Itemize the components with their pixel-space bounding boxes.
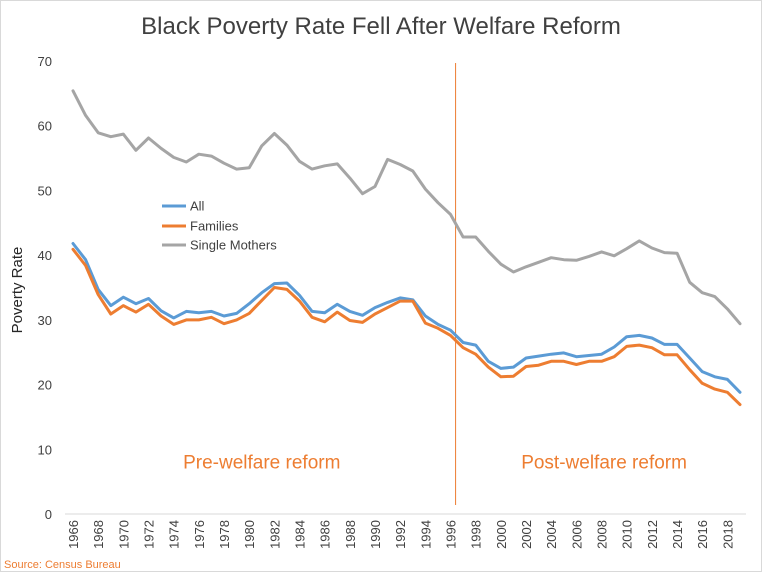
x-tick-label: 1982 [267,520,282,549]
x-tick-label: 2010 [620,520,635,549]
post-welfare-reform-label: Post-welfare reform [521,452,687,473]
x-tick-label: 1970 [116,520,131,549]
series-line-single-mothers [71,89,742,326]
series-line-all [71,242,742,394]
x-tick-label: 2006 [569,520,584,549]
x-tick-label: 2002 [519,520,534,549]
x-tick-label: 2008 [595,520,610,549]
x-tick-label: 1998 [469,520,484,549]
y-tick-label: 60 [38,119,52,134]
x-tick-labels: 1966 1968 1970 1972 1974 1976 1978 1980 1982 1984… [66,520,735,549]
chart-title: Black Poverty Rate Fell After Welfare Re… [141,13,621,40]
legend-label-all: All [190,199,205,214]
x-tick-label: 1966 [66,520,81,549]
y-axis-label: Poverty Rate [9,247,26,334]
x-tick-label: 1994 [418,520,433,549]
legend: All Families Single Mothers [162,199,277,253]
x-tick-label: 1986 [318,520,333,549]
x-tick-label: 1972 [142,520,157,549]
x-tick-label: 2012 [645,520,660,549]
x-tick-label: 2000 [494,520,509,549]
x-tick-label: 1978 [217,520,232,549]
y-tick-label: 70 [38,54,52,69]
legend-label-single-mothers: Single Mothers [190,238,277,253]
x-tick-label: 2014 [670,520,685,549]
series-lines [71,89,742,407]
legend-label-families: Families [190,219,239,234]
x-tick-label: 1990 [368,520,383,549]
x-tick-label: 1984 [293,520,308,549]
y-tick-label: 40 [38,248,52,263]
y-tick-label: 10 [38,442,52,457]
x-tick-label: 1992 [393,520,408,549]
y-tick-label: 50 [38,183,52,198]
x-tick-label: 1996 [444,520,459,549]
x-tick-label: 2016 [695,520,710,549]
series-line-families [71,247,742,407]
source-note: Source: Census Bureau [4,559,121,571]
x-tick-label: 1974 [167,520,182,549]
pre-welfare-reform-label: Pre-welfare reform [183,452,340,473]
x-tick-label: 1988 [343,520,358,549]
x-tick-label: 1980 [242,520,257,549]
y-tick-label: 0 [45,507,52,522]
x-tick-label: 1968 [91,520,106,549]
x-tick-label: 1976 [192,520,207,549]
x-tick-label: 2018 [720,520,735,549]
y-tick-label: 30 [38,313,52,328]
y-tick-labels: 0 10 20 30 40 50 60 70 [38,54,52,522]
x-tick-label: 2004 [544,520,559,549]
y-tick-label: 20 [38,378,52,393]
